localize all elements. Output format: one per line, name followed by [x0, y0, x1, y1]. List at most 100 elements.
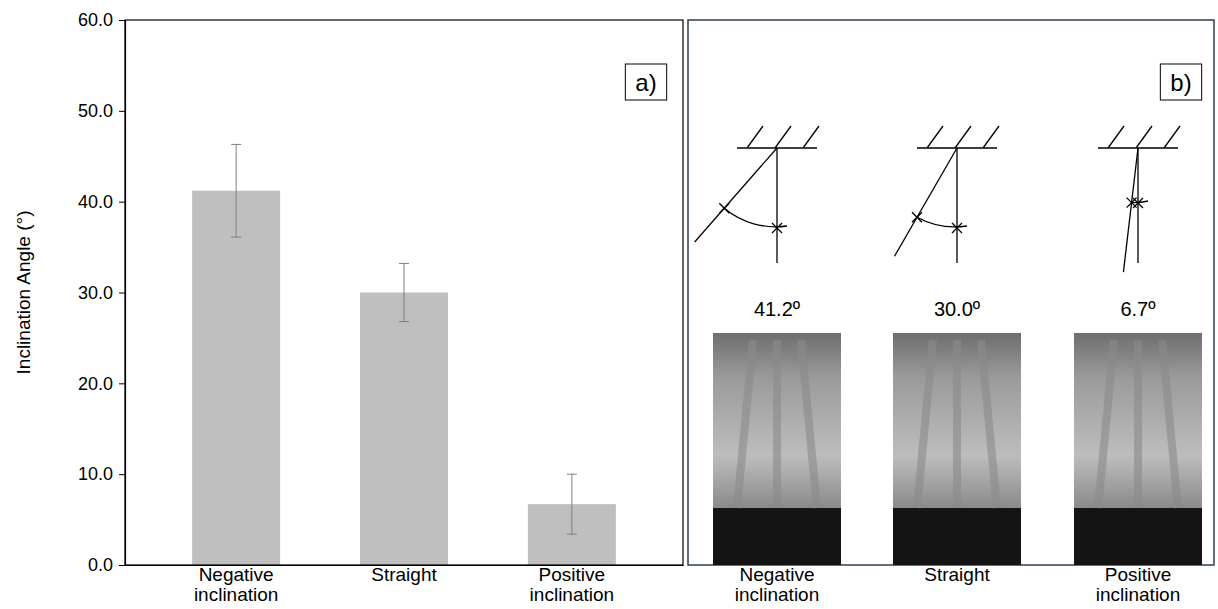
- x-tick-label: Straight: [371, 564, 437, 585]
- error-bar-cap: [567, 534, 577, 535]
- x-axis: NegativeinclinationStraightPositiveincli…: [126, 564, 684, 605]
- photo-fluid: [893, 508, 1021, 565]
- angle-label: 30.0º: [934, 298, 981, 320]
- y-tick-mark: [119, 565, 125, 566]
- photo-body: [893, 333, 1021, 508]
- y-tick-label: 0.0: [88, 555, 113, 575]
- ceiling-hatch: [747, 126, 763, 148]
- y-tick-mark: [119, 111, 125, 112]
- photo-blade: [773, 340, 781, 508]
- panel-label-frame: [1160, 64, 1201, 100]
- text-line: inclination: [1096, 584, 1181, 605]
- x-tick: Straight: [371, 564, 437, 585]
- ceiling-hatch: [1164, 126, 1180, 148]
- y-tick-label: 50.0: [78, 101, 113, 121]
- y-tick-mark: [119, 474, 125, 475]
- error-bar: [231, 144, 241, 237]
- ceiling-hatch: [955, 126, 971, 148]
- y-tick: 40.0: [78, 192, 125, 212]
- angle-label: 6.7º: [1120, 298, 1156, 320]
- y-tick-mark: [119, 293, 125, 294]
- panel-label-box: b): [1160, 64, 1201, 100]
- figure: 0.010.020.030.040.050.060.0Negativeincli…: [0, 0, 1218, 609]
- error-bar-stem: [571, 474, 572, 534]
- x-tick-label: Positiveinclination: [530, 564, 615, 605]
- plot-frame: [125, 20, 683, 565]
- error-bar-cap: [567, 474, 577, 475]
- error-bar-cap: [399, 263, 409, 264]
- photo-blade: [917, 340, 933, 508]
- photo: [713, 333, 841, 565]
- y-axis-title: Inclination Angle (°): [13, 211, 34, 375]
- error-bar-stem: [236, 144, 237, 237]
- y-tick-label: 10.0: [78, 464, 113, 484]
- y-tick: 30.0: [78, 283, 125, 303]
- x-tick-label: Negativeinclination: [194, 564, 278, 605]
- panel-b-caption: Straight: [924, 564, 990, 585]
- ceiling-hatch: [927, 126, 943, 148]
- y-axis: 0.0 10.0 20.0 30.0 40.0 50.0 60.0: [78, 10, 126, 575]
- ceiling-hatch: [775, 126, 791, 148]
- text-line: Negative: [740, 564, 815, 585]
- error-bar-cap: [231, 144, 241, 145]
- arc-arrow: [772, 223, 782, 233]
- ceiling-hatch: [1108, 126, 1124, 148]
- arc-arrow: [952, 223, 962, 233]
- error-bar: [567, 474, 577, 534]
- photo-blade: [1098, 340, 1114, 508]
- error-bar-stem: [404, 263, 405, 321]
- ceiling-hatch: [983, 126, 999, 148]
- y-tick-mark: [119, 383, 125, 384]
- x-tick: Negativeinclination: [194, 564, 278, 605]
- y-axis-line: [119, 21, 126, 566]
- ceiling-hatch: [803, 126, 819, 148]
- y-tick-mark: [119, 202, 125, 203]
- plot-marks: [192, 144, 616, 565]
- y-tick-label: 60.0: [78, 10, 113, 30]
- bar: [192, 191, 280, 565]
- y-tick: 20.0: [78, 374, 125, 394]
- y-tick-mark: [119, 20, 125, 21]
- photo-body: [713, 333, 841, 508]
- vertical-reference: [1137, 148, 1138, 263]
- inclination-diagram: [695, 126, 819, 263]
- panel-label: b): [1170, 69, 1191, 96]
- inclination-diagram: [1098, 126, 1180, 272]
- y-tick: 0.0: [88, 555, 125, 575]
- text-line: Positive: [539, 564, 606, 585]
- arc-arrow: [719, 203, 729, 213]
- text-line: inclination: [530, 584, 615, 605]
- text-line: Straight: [371, 564, 437, 585]
- inclined-line: [695, 148, 777, 242]
- inclination-diagram: [895, 126, 1000, 263]
- error-bar: [399, 263, 409, 321]
- vertical-reference: [956, 148, 957, 263]
- ceiling-hatch: [1136, 126, 1152, 148]
- bar: [360, 293, 448, 566]
- photo-blade: [981, 340, 997, 508]
- error-bar-cap: [399, 321, 409, 322]
- photo-blade: [1134, 340, 1142, 508]
- panel-label-box: a): [625, 64, 666, 100]
- error-bar-cap: [231, 237, 241, 238]
- y-tick-label: 40.0: [78, 192, 113, 212]
- vertical-reference: [776, 148, 777, 263]
- y-tick: 10.0: [78, 464, 125, 484]
- panel-label: a): [635, 69, 656, 96]
- panel-b-caption: Positiveinclination: [1096, 564, 1181, 605]
- photo-body: [1074, 333, 1202, 508]
- text-line: Positive: [1105, 564, 1172, 585]
- arc-arrow: [1133, 198, 1143, 208]
- photo-blade: [953, 340, 961, 508]
- inclined-line: [1123, 148, 1138, 272]
- text-line: Negative: [199, 564, 274, 585]
- photo: [1074, 333, 1202, 565]
- photo-fluid: [1074, 508, 1202, 565]
- panel-label-frame: [625, 64, 666, 100]
- text-line: Straight: [924, 564, 990, 585]
- photo-blade: [737, 340, 753, 508]
- text-line: inclination: [735, 584, 820, 605]
- arc-arrow: [912, 212, 922, 222]
- angle-arc: [724, 208, 787, 227]
- angle-label: 41.2º: [754, 298, 801, 320]
